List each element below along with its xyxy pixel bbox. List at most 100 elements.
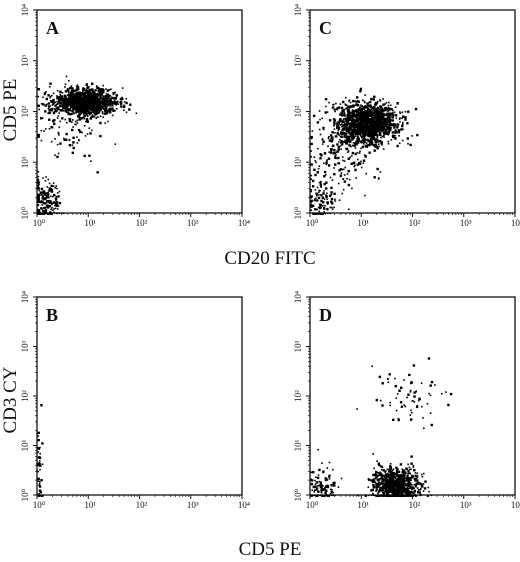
event-point bbox=[37, 451, 40, 453]
event-point bbox=[111, 107, 114, 110]
event-point bbox=[95, 103, 97, 106]
event-point bbox=[370, 479, 373, 482]
event-point bbox=[409, 482, 412, 484]
event-point bbox=[38, 460, 41, 462]
event-point bbox=[46, 103, 48, 105]
event-point bbox=[392, 109, 394, 112]
event-point bbox=[382, 103, 385, 106]
event-point bbox=[311, 489, 313, 491]
event-point bbox=[95, 117, 97, 120]
event-point bbox=[341, 192, 343, 195]
event-point bbox=[47, 212, 51, 215]
event-point bbox=[39, 200, 42, 204]
event-point bbox=[401, 484, 404, 487]
event-point bbox=[386, 468, 389, 471]
event-point bbox=[339, 145, 342, 147]
event-point bbox=[405, 479, 409, 482]
event-point bbox=[386, 131, 388, 134]
event-point bbox=[73, 102, 76, 106]
event-point bbox=[88, 91, 90, 94]
event-point bbox=[47, 94, 50, 97]
event-point bbox=[64, 90, 68, 93]
event-point bbox=[323, 175, 326, 178]
event-point bbox=[341, 119, 344, 122]
event-point bbox=[334, 108, 336, 111]
event-point bbox=[396, 474, 399, 478]
event-point bbox=[51, 94, 53, 97]
event-point bbox=[45, 202, 48, 204]
event-point bbox=[111, 101, 114, 104]
event-point bbox=[52, 182, 55, 184]
event-point bbox=[84, 104, 86, 106]
event-point bbox=[407, 110, 410, 113]
event-point bbox=[347, 135, 350, 138]
event-point bbox=[430, 380, 434, 384]
event-point bbox=[333, 124, 335, 127]
event-point bbox=[381, 144, 383, 146]
event-point bbox=[38, 489, 42, 492]
event-point bbox=[408, 477, 411, 479]
event-point bbox=[370, 112, 373, 115]
event-point bbox=[78, 110, 81, 113]
event-point bbox=[50, 190, 54, 193]
event-point bbox=[52, 209, 54, 211]
event-point bbox=[361, 105, 364, 108]
event-point bbox=[105, 97, 108, 100]
event-point bbox=[329, 212, 332, 215]
event-point bbox=[44, 198, 46, 201]
event-point bbox=[386, 127, 389, 129]
event-point bbox=[319, 183, 322, 186]
event-point bbox=[389, 476, 393, 479]
event-point bbox=[373, 138, 377, 142]
event-point bbox=[64, 118, 67, 121]
event-point bbox=[77, 114, 81, 117]
event-point bbox=[391, 488, 394, 491]
event-point bbox=[54, 197, 58, 201]
event-point bbox=[125, 101, 128, 105]
event-point bbox=[54, 207, 57, 210]
event-point bbox=[382, 491, 384, 494]
event-point bbox=[101, 100, 103, 103]
event-point bbox=[88, 127, 91, 129]
y-tick-label: 10⁰ bbox=[293, 488, 303, 501]
event-point bbox=[351, 116, 353, 119]
event-point bbox=[40, 129, 43, 132]
event-point bbox=[358, 162, 362, 165]
event-point bbox=[69, 104, 72, 106]
event-point bbox=[105, 95, 108, 98]
event-point bbox=[81, 93, 84, 96]
event-point bbox=[348, 117, 351, 120]
event-point bbox=[38, 183, 40, 186]
event-point bbox=[78, 91, 81, 94]
event-point bbox=[336, 143, 339, 146]
event-point bbox=[105, 88, 107, 90]
event-point bbox=[312, 204, 315, 207]
event-point bbox=[76, 96, 78, 98]
event-point bbox=[377, 475, 380, 477]
event-point bbox=[392, 124, 394, 127]
event-point bbox=[373, 128, 376, 131]
event-point bbox=[342, 132, 345, 135]
event-point bbox=[355, 117, 358, 120]
event-point bbox=[337, 145, 340, 149]
event-point bbox=[373, 121, 375, 123]
event-point bbox=[411, 411, 413, 414]
event-point bbox=[394, 137, 397, 140]
event-point bbox=[37, 197, 40, 200]
event-point bbox=[108, 101, 111, 104]
event-point bbox=[70, 112, 73, 115]
event-point bbox=[391, 485, 393, 488]
event-point bbox=[51, 202, 53, 204]
event-point bbox=[364, 117, 367, 120]
event-point bbox=[376, 145, 379, 148]
event-point bbox=[330, 186, 333, 190]
event-point bbox=[40, 194, 42, 196]
event-point bbox=[311, 130, 314, 132]
event-point bbox=[350, 125, 353, 128]
event-point bbox=[369, 113, 371, 115]
event-point bbox=[355, 109, 358, 112]
event-point bbox=[96, 106, 99, 109]
event-point bbox=[46, 200, 49, 203]
event-point bbox=[413, 494, 416, 497]
event-point bbox=[392, 492, 394, 495]
